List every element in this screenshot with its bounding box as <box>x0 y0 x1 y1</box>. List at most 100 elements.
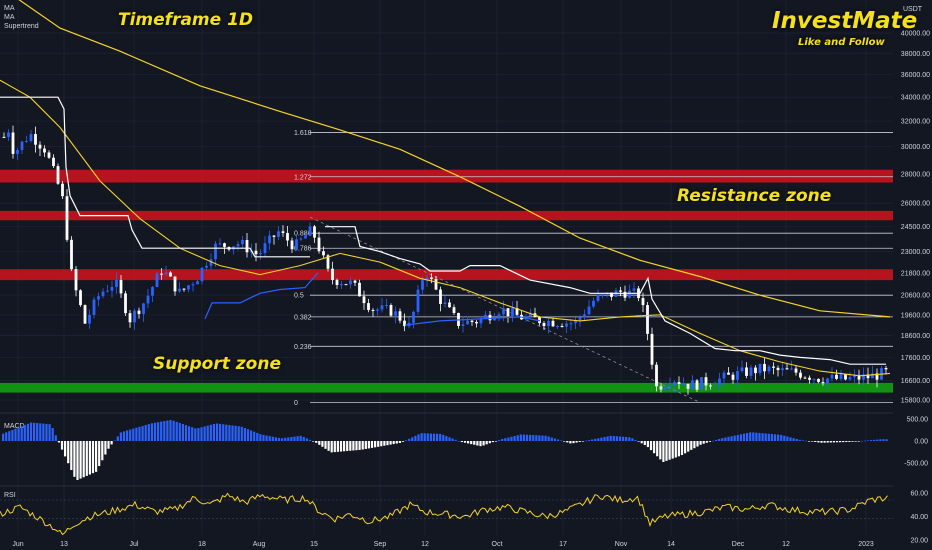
time-tick-label: 13 <box>60 541 68 548</box>
macd-bar <box>352 441 355 451</box>
macd-bar <box>243 427 246 441</box>
macd-bar <box>126 430 129 441</box>
candle-body <box>754 367 757 374</box>
fib-level-label: 0.5 <box>294 293 304 300</box>
macd-bar <box>29 422 33 441</box>
candle-body <box>326 255 330 269</box>
candle-body <box>16 149 19 154</box>
macd-bar <box>380 441 383 447</box>
macd-bar <box>364 441 367 449</box>
macd-bar <box>181 424 184 441</box>
candle-body <box>412 311 415 323</box>
rsi-tick-label: 40.00 <box>910 514 928 521</box>
macd-bar <box>575 441 578 443</box>
macd-bar <box>739 434 742 441</box>
macd-bar <box>556 439 560 441</box>
macd-bar <box>370 441 374 448</box>
candle-body <box>313 226 316 238</box>
candle-body <box>322 251 325 256</box>
macd-bar <box>327 441 330 451</box>
macd-bar <box>259 434 262 441</box>
resistance-zone-band <box>0 210 893 221</box>
candle-body <box>299 238 303 240</box>
candle-body <box>214 243 217 260</box>
candle-body <box>875 373 879 380</box>
candle-body <box>349 280 352 285</box>
currency-label: USDT <box>903 6 923 13</box>
indicator-label-supertrend[interactable]: Supertrend <box>4 23 39 30</box>
candle-body <box>884 368 888 370</box>
macd-bar <box>321 441 324 447</box>
macd-bar <box>436 433 439 441</box>
macd-bar <box>358 441 361 450</box>
macd-bar <box>107 441 110 449</box>
macd-bar <box>659 441 662 460</box>
macd-bar <box>67 441 70 464</box>
macd-bar <box>178 422 181 441</box>
macd-bar <box>863 440 866 442</box>
candle-body <box>353 280 357 283</box>
candle-body <box>371 309 375 311</box>
macd-bar <box>246 429 250 441</box>
fib-level-label: 0.886 <box>294 231 312 238</box>
macd-bar <box>597 438 600 441</box>
price-axis: 40000.00 38000.00 36000.00 34000.00 32000.00… <box>901 31 930 405</box>
macd-bar <box>222 424 225 441</box>
macd-bar <box>665 441 668 461</box>
macd-bar <box>420 433 423 441</box>
macd-bar <box>823 441 826 443</box>
candle-body <box>52 157 55 167</box>
macd-bar <box>429 433 432 441</box>
candle-body <box>385 305 388 307</box>
candle-body <box>493 317 496 321</box>
candle-body <box>610 292 613 297</box>
candle-body <box>65 196 69 240</box>
candle-body <box>871 373 874 379</box>
macd-bar <box>491 441 494 443</box>
macd-bar <box>817 441 820 443</box>
macd-bar <box>507 437 510 441</box>
macd-bar <box>150 423 153 441</box>
macd-bar <box>873 439 876 441</box>
macd-bar <box>54 435 57 441</box>
macd-bar <box>529 434 532 441</box>
macd-bar <box>135 427 138 441</box>
macd-bar <box>851 441 854 442</box>
macd-bar <box>312 441 315 442</box>
macd-bar <box>200 427 203 441</box>
candle-body <box>736 371 739 380</box>
candle-body <box>650 333 654 365</box>
candle-body <box>776 367 780 371</box>
indicator-label-ma-2[interactable]: MA <box>4 14 15 21</box>
candle-body <box>767 366 771 372</box>
macd-bar <box>5 432 8 441</box>
candle-body <box>34 134 37 145</box>
macd-bar <box>705 441 708 443</box>
macd-bar <box>770 434 773 441</box>
candle-body <box>196 281 199 285</box>
price-tick-label: 34000.00 <box>901 95 930 102</box>
macd-bar <box>383 441 386 446</box>
macd-bar <box>333 441 336 453</box>
indicator-label-ma-1[interactable]: MA <box>4 5 15 12</box>
macd-bar <box>860 440 863 442</box>
macd-bar <box>79 441 82 479</box>
macd-bar <box>674 441 677 458</box>
macd-bar <box>687 441 690 452</box>
time-tick-label: Aug <box>253 541 266 548</box>
candle-body <box>151 287 154 296</box>
candle-body <box>862 374 865 380</box>
macd-bar <box>184 425 188 441</box>
macd-bar <box>494 441 498 442</box>
candle-body <box>772 366 775 368</box>
candle-body <box>434 278 438 290</box>
macd-bar <box>355 441 358 451</box>
candle-body <box>128 313 132 323</box>
candle-body <box>844 374 847 380</box>
macd-bar <box>786 436 789 441</box>
support-zone-band <box>0 382 893 393</box>
macd-bar <box>284 437 287 441</box>
candle-body <box>335 279 339 285</box>
candle-body <box>781 368 784 371</box>
